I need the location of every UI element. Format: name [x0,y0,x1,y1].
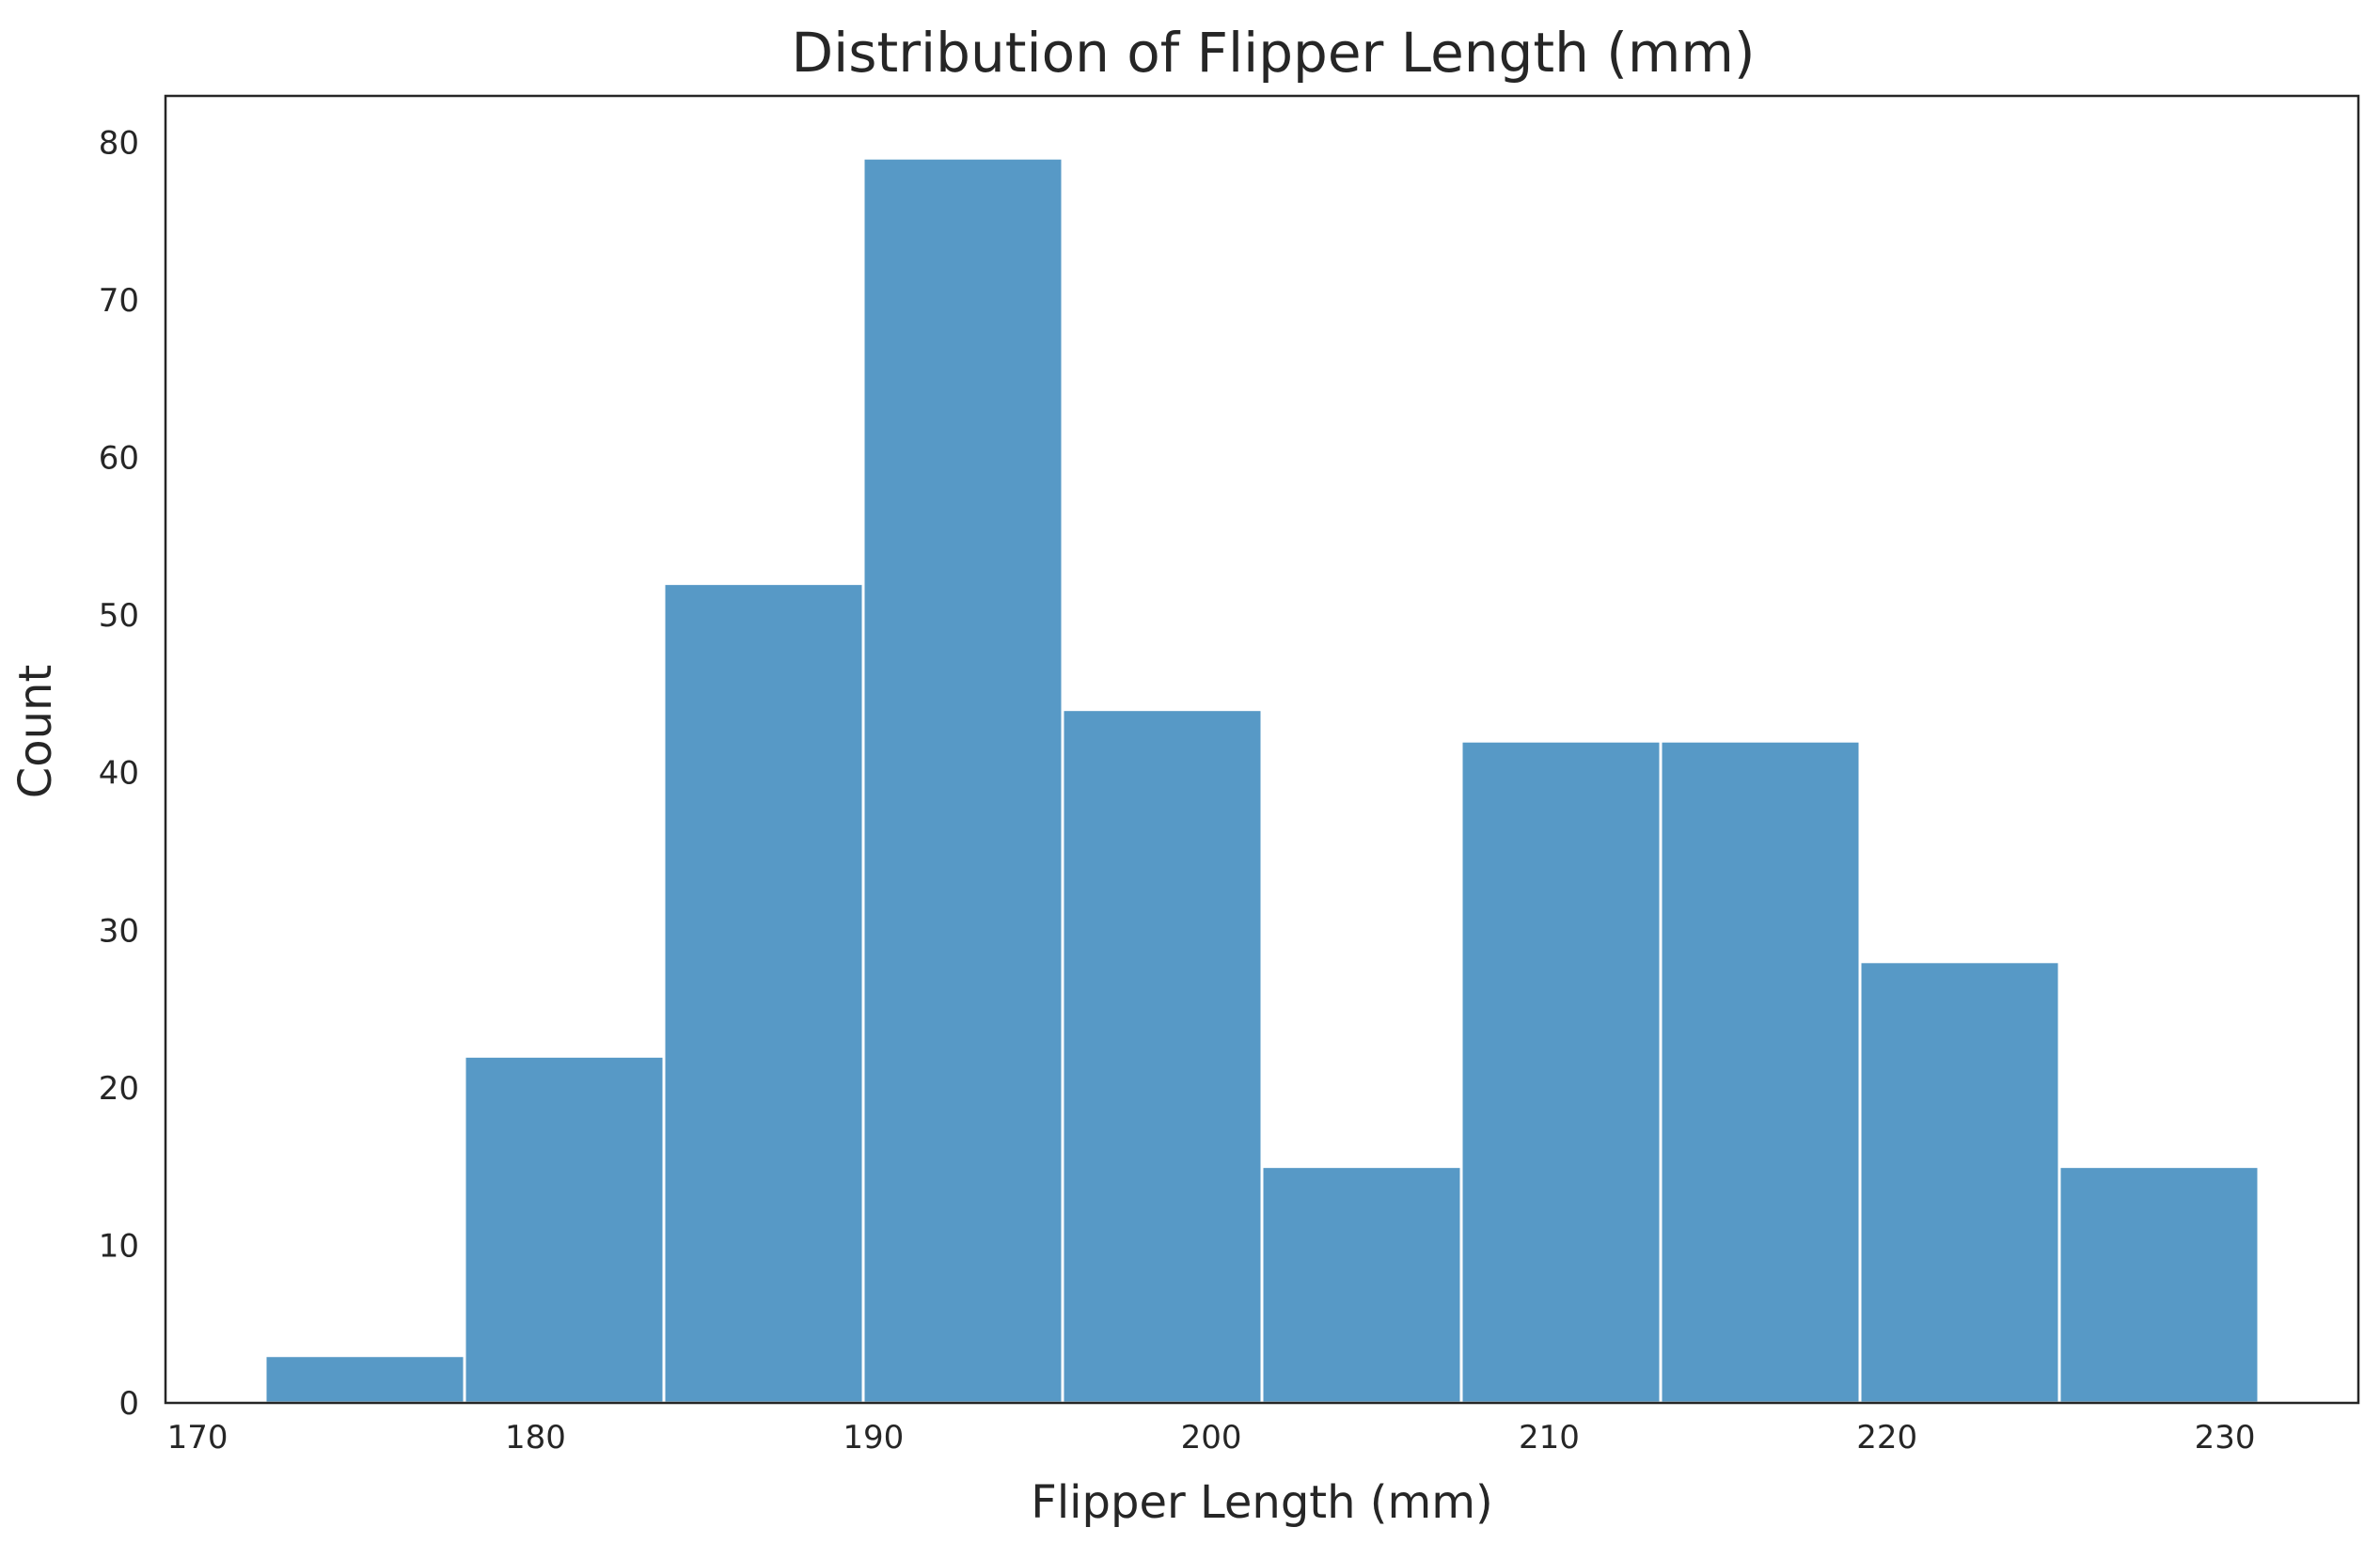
y-tick-label: 0 [118,1385,139,1423]
y-tick-label: 10 [99,1227,139,1265]
x-tick-label: 210 [1519,1419,1580,1457]
histogram-bar [861,156,1064,1405]
histogram-bar [1858,960,2061,1405]
x-tick-label: 230 [2195,1419,2256,1457]
y-tick-label: 80 [99,124,139,162]
histogram-bar [1061,708,1264,1405]
histogram-bar [662,582,865,1405]
y-tick-label: 50 [99,597,139,635]
histogram-bar [2057,1165,2261,1405]
x-tick-label: 170 [167,1419,229,1457]
y-tick-label: 60 [99,440,139,478]
histogram-bar [263,1354,466,1405]
histogram-bar [1659,739,1862,1405]
y-axis-label: Count [9,665,62,799]
plot-area-frame [164,94,2360,1405]
x-axis-ticks: 170 180 190 200 210 220 230 [167,1419,2256,1457]
chart-title: Distribution of Flipper Length (mm) [791,21,1755,85]
x-tick-label: 180 [505,1419,566,1457]
y-tick-label: 40 [99,755,139,793]
y-tick-label: 30 [99,912,139,950]
y-tick-label: 70 [99,282,139,320]
y-tick-label: 20 [99,1070,139,1108]
x-tick-label: 220 [1856,1419,1917,1457]
histogram-bar [1459,739,1663,1405]
histogram-bar [463,1054,666,1405]
x-axis-label: Flipper Length (mm) [1031,1476,1493,1529]
y-axis-ticks: 0 10 20 30 40 50 60 70 80 [99,124,139,1423]
histogram-bars [263,156,2261,1405]
x-tick-label: 190 [843,1419,904,1457]
histogram-bar [1260,1165,1463,1405]
x-tick-label: 200 [1181,1419,1242,1457]
